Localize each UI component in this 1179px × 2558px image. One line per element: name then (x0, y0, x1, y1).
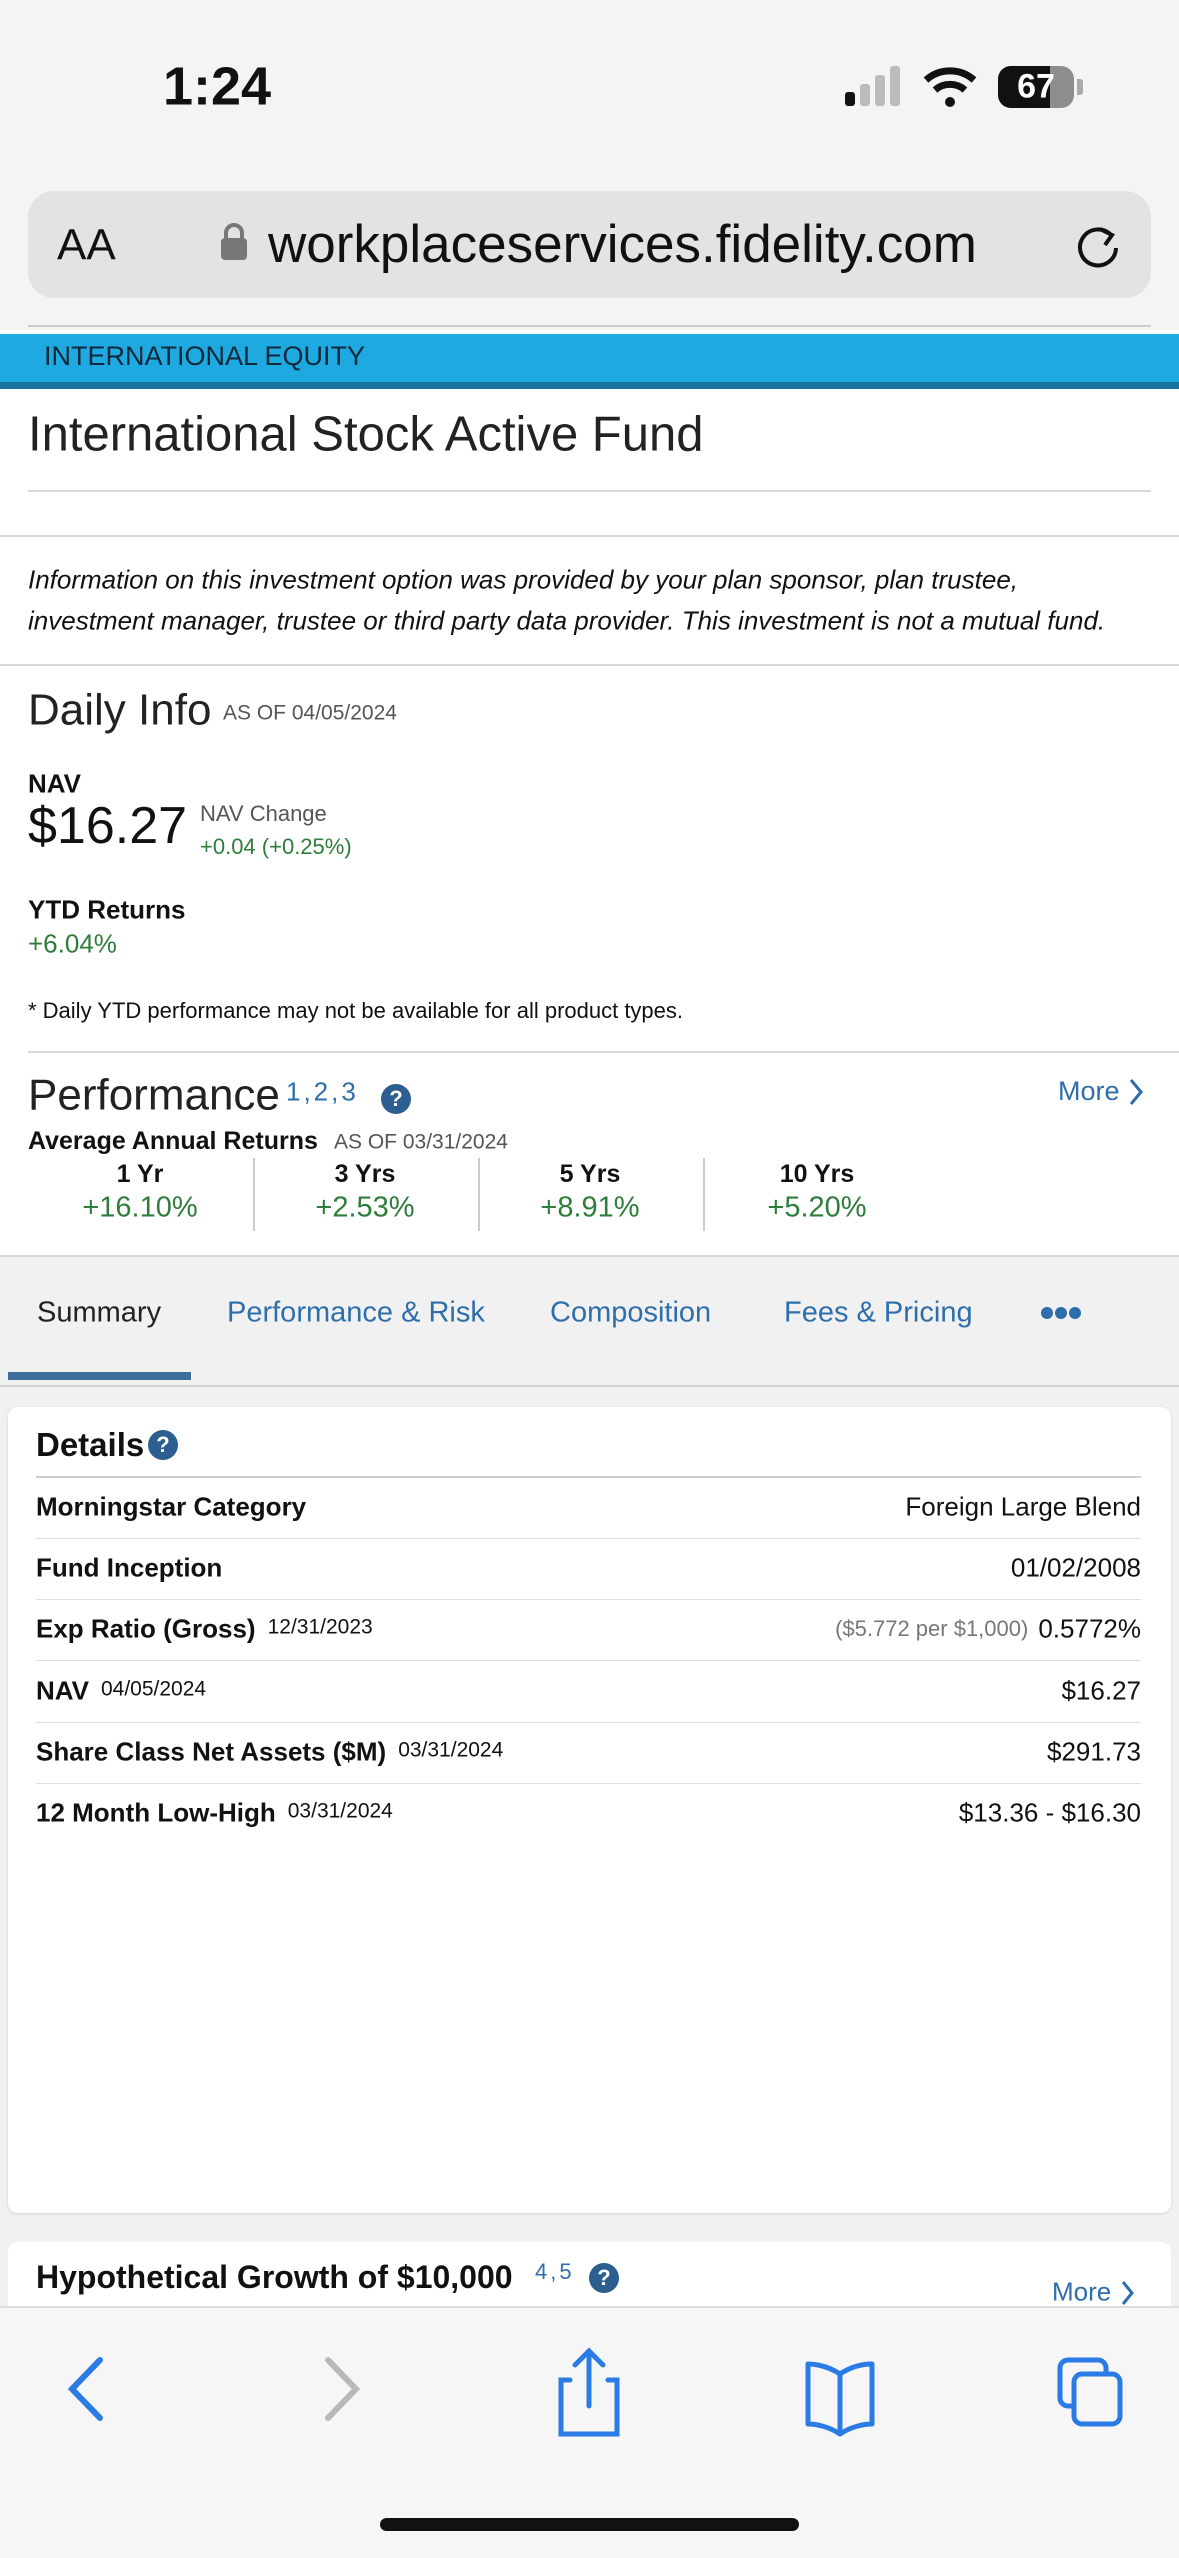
column-divider (478, 1158, 480, 1231)
battery-tip (1077, 79, 1083, 95)
tab[interactable]: Performance & Risk (227, 1296, 485, 1329)
return-value: +16.10% (82, 1191, 198, 1224)
footnote: * Daily YTD performance may not be avail… (28, 997, 684, 1023)
row-label: Morningstar Category (36, 1491, 307, 1522)
ytd-value: +6.04% (28, 928, 117, 959)
disclaimer-line: Information on this investment option wa… (28, 564, 1019, 595)
column-divider (253, 1158, 255, 1231)
row-label: NAV (36, 1675, 89, 1705)
details-card (8, 1407, 1171, 2213)
nav-value: $16.27 (28, 796, 188, 855)
as-of-date: AS OF 04/05/2024 (223, 701, 397, 725)
row-value: 01/02/2008 (1010, 1552, 1141, 1583)
row-date: 04/05/2024 (100, 1677, 207, 1700)
help-icon[interactable]: ? (381, 1084, 411, 1114)
row-value: $291.73 (1047, 1736, 1141, 1767)
toolbar-icons (67, 2347, 1123, 2437)
row-value: Foreign Large Blend (905, 1491, 1141, 1522)
divider (28, 325, 1151, 327)
signal-icon (845, 66, 900, 106)
bookmarks-button[interactable] (805, 2361, 875, 2437)
lock-icon (221, 223, 247, 260)
section-title: Performance (28, 1070, 280, 1120)
battery-level: 67 (1017, 67, 1055, 106)
clock: 1:24 (163, 56, 272, 117)
more-link[interactable]: More (1052, 2276, 1112, 2307)
return-value: +2.53% (315, 1191, 415, 1224)
divider (28, 1051, 1179, 1053)
category-band (0, 334, 1179, 382)
category-band-edge (0, 382, 1179, 389)
row-label: 12 Month Low-High (36, 1797, 276, 1828)
return-period: 1 Yr (116, 1160, 164, 1188)
divider (28, 490, 1151, 492)
address-bar[interactable] (28, 191, 1151, 298)
column-divider (703, 1158, 705, 1231)
return-period: 3 Yrs (334, 1160, 396, 1188)
row-divider (36, 1782, 1141, 1784)
active-tab-indicator (8, 1372, 191, 1380)
home-indicator (380, 2518, 799, 2531)
reload-icon[interactable] (1073, 220, 1123, 270)
tabs-button[interactable] (1057, 2357, 1123, 2427)
ytd-label: YTD Returns (28, 894, 186, 925)
battery: 67 (998, 66, 1074, 108)
card-title: Details (36, 1426, 145, 1464)
back-button[interactable] (67, 2357, 103, 2421)
wifi-icon (923, 67, 977, 107)
row-value: 0.5772% (1038, 1613, 1141, 1644)
divider (0, 664, 1179, 666)
divider (36, 1476, 1141, 1478)
more-tabs[interactable] (1041, 1305, 1081, 1321)
row-date: 12/31/2023 (267, 1615, 373, 1639)
row-value: $16.27 (1061, 1675, 1141, 1705)
tab[interactable]: Summary (37, 1296, 162, 1329)
row-divider (36, 1599, 1141, 1601)
return-period: 10 Yrs (779, 1160, 855, 1188)
fund-name: International Stock Active Fund (28, 407, 704, 462)
divider (0, 1385, 1179, 1387)
forward-button[interactable] (325, 2357, 361, 2421)
tab[interactable]: Fees & Pricing (784, 1296, 973, 1329)
row-date: 03/31/2024 (398, 1738, 504, 1762)
share-button[interactable] (558, 2347, 620, 2437)
row-label: Share Class Net Assets ($M) (36, 1736, 387, 1767)
row-divider (36, 1538, 1141, 1539)
row-label: Fund Inception (36, 1552, 223, 1583)
return-period: 5 Yrs (559, 1160, 621, 1188)
footnote-links[interactable]: 4,5 (535, 2258, 575, 2284)
section-title: Daily Info (28, 685, 212, 735)
footnote-links[interactable]: 1,2,3 (286, 1076, 359, 1107)
row-value: $13.36 - $16.30 (958, 1797, 1141, 1828)
text-size-button[interactable]: AA (57, 220, 116, 270)
row-date: 03/31/2024 (287, 1799, 393, 1823)
card-title: Hypothetical Growth of $10,000 (36, 2258, 513, 2295)
url: workplaceservices.fidelity.com (268, 215, 977, 275)
return-value: +8.91% (540, 1191, 640, 1224)
nav-label: NAV (28, 768, 81, 799)
as-of-date: AS OF 03/31/2024 (334, 1130, 508, 1154)
help-icon[interactable]: ? (148, 1430, 178, 1460)
divider (0, 1255, 1179, 1257)
row-divider (36, 1660, 1141, 1662)
nav-change-label: NAV Change (200, 800, 327, 826)
more-link[interactable]: More (1058, 1075, 1120, 1106)
help-icon[interactable]: ? (589, 2263, 619, 2293)
subtitle: Average Annual Returns (28, 1127, 318, 1155)
row-label: Exp Ratio (Gross) (36, 1613, 256, 1644)
tab[interactable]: Composition (550, 1296, 712, 1329)
return-value: +5.20% (767, 1191, 867, 1224)
chevron (1121, 2281, 1134, 2305)
row-note: ($5.772 per $1,000) (835, 1616, 1029, 1642)
nav-change: +0.04 (+0.25%) (200, 833, 352, 859)
divider (0, 535, 1179, 537)
row-divider (36, 1721, 1141, 1723)
fund-category: INTERNATIONAL EQUITY (44, 340, 366, 371)
disclaimer-line: investment manager, trustee or third par… (28, 605, 1106, 636)
chevron (1129, 1079, 1143, 1105)
